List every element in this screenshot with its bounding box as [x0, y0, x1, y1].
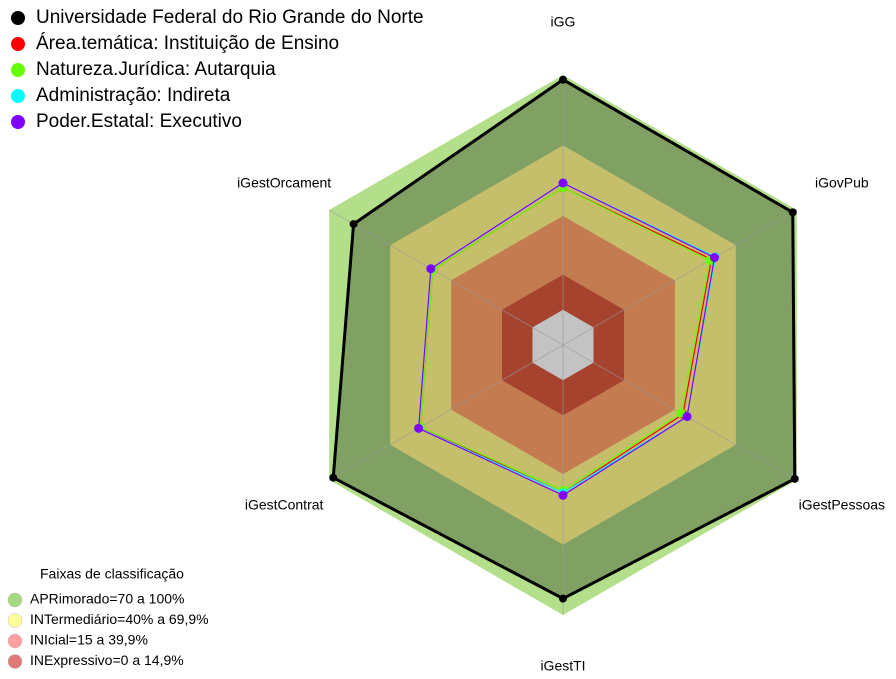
legend-marker	[11, 11, 25, 25]
legend-label: Universidade Federal do Rio Grande do No…	[36, 7, 424, 28]
axis-label: iGestTI	[540, 658, 585, 674]
spoke	[562, 209, 798, 346]
band-legend-label: INExpressivo=0 a 14,9%	[30, 652, 184, 668]
band-legend-marker	[7, 613, 23, 628]
legend-marker	[11, 63, 25, 77]
band-legend-label: INTermediário=40% a 69,9%	[30, 611, 209, 627]
band-legend-marker	[7, 633, 23, 649]
spoke	[328, 344, 564, 481]
bands-title: Faixas de classificação	[40, 566, 184, 582]
legend-marker	[11, 89, 25, 103]
band-legend-marker	[7, 592, 23, 608]
axis-label: iGovPub	[815, 175, 869, 191]
axis-label: iGestContrat	[245, 497, 324, 513]
legend-label: Administração: Indireta	[36, 85, 231, 106]
marker	[682, 412, 692, 422]
marker	[788, 208, 797, 217]
spoke	[328, 209, 564, 346]
axis-label: iGestOrcament	[237, 175, 331, 191]
marker	[426, 264, 436, 274]
marker	[414, 423, 424, 433]
axis-label: iGG	[551, 14, 576, 30]
marker	[329, 473, 338, 482]
marker	[559, 75, 567, 84]
marker	[349, 220, 358, 229]
band-legend-marker	[7, 654, 23, 669]
marker	[558, 178, 568, 188]
band-legend-label: INIcial=15 a 39,9%	[30, 632, 148, 648]
legend-label: Natureza.Jurídica: Autarquia	[36, 59, 276, 80]
band-legend-label: APRimorado=70 a 100%	[30, 591, 185, 607]
marker	[558, 490, 568, 500]
legend-label: Área.temática: Instituição de Ensino	[36, 33, 339, 54]
marker	[709, 253, 719, 263]
marker	[559, 594, 567, 603]
marker	[790, 474, 799, 483]
axis-label: iGestPessoas	[799, 497, 885, 513]
legend-marker	[11, 115, 25, 129]
legend-label: Poder.Estatal: Executivo	[36, 111, 242, 132]
legend-marker	[11, 37, 25, 51]
